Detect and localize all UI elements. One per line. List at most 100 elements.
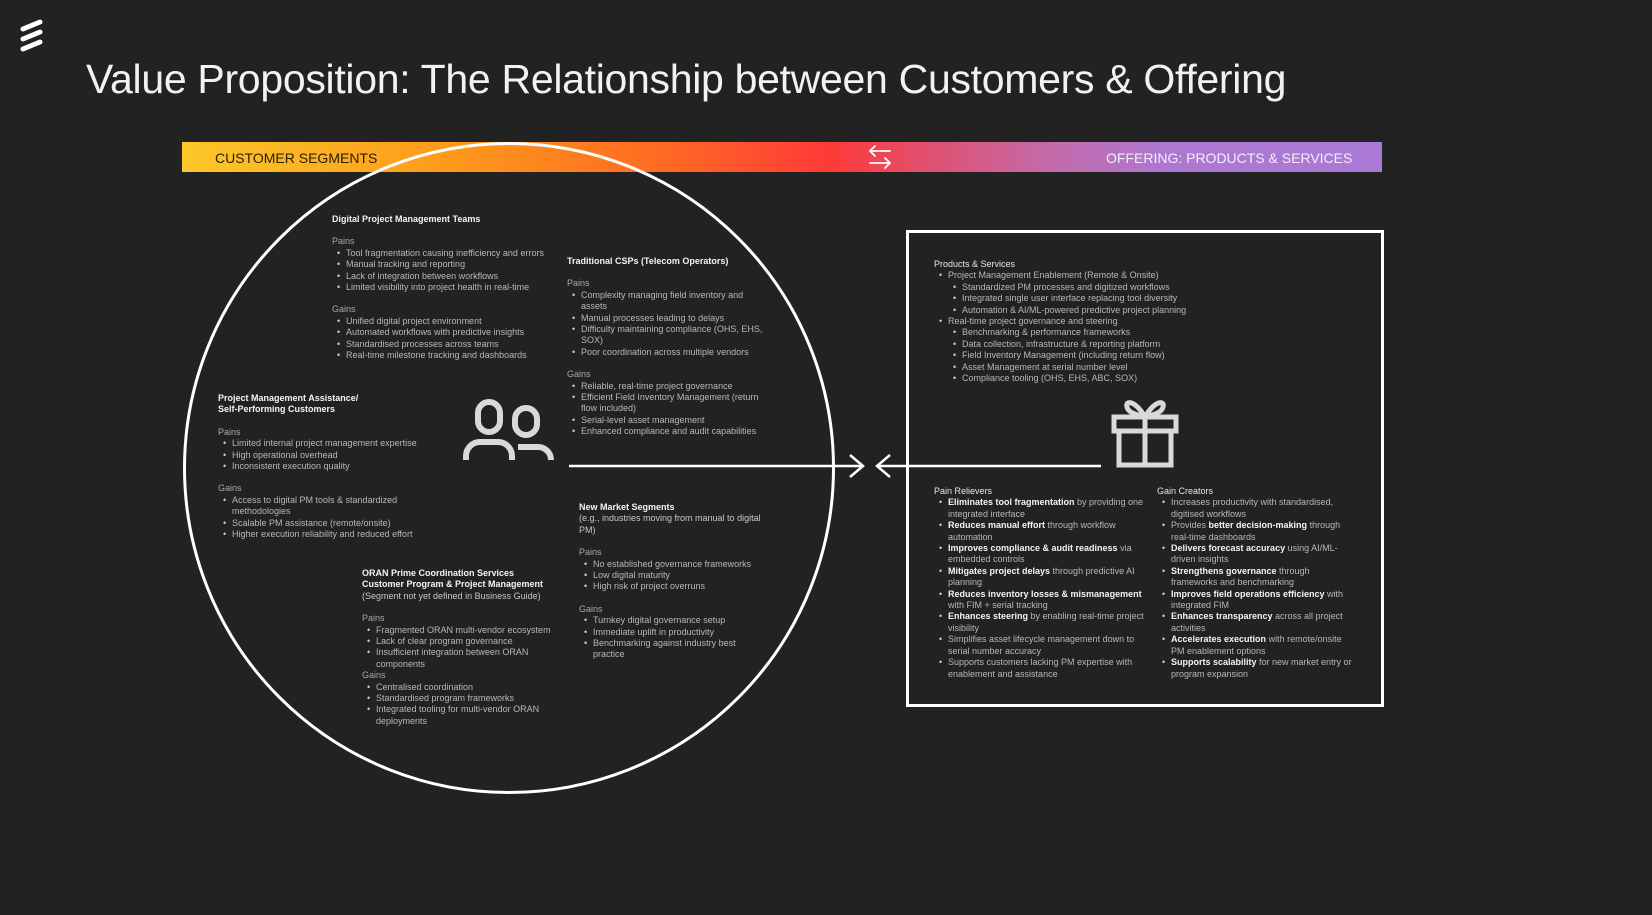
list-item: Tool fragmentation causing inefficiency … (337, 248, 572, 260)
section-label: Pains (579, 547, 602, 558)
list-item: Eliminates tool fragmentation by providi… (939, 497, 1146, 520)
list-item: Centralised coordination (367, 682, 554, 694)
list-item: No established governance frameworks (584, 559, 769, 571)
products-and-services: Products & ServicesProject Management En… (934, 259, 1204, 385)
item-emphasis: Supports scalability (1171, 657, 1257, 668)
item-text: by enabling real-time project visibility (948, 611, 1144, 633)
item-prefix: Provides (1171, 520, 1209, 531)
bullet-list: Project Management Enablement (Remote & … (934, 270, 1204, 384)
item-text: Supports customers lacking PM expertise … (948, 657, 1133, 679)
segment-digital-pm-teams: Digital Project Management Teams PainsToo… (332, 214, 572, 362)
offering-box (906, 230, 1384, 707)
section-label: Gain Creators (1157, 486, 1214, 496)
bullet-list: Access to digital PM tools & standardize… (218, 495, 423, 541)
list-item: Enhanced compliance and audit capabiliti… (572, 426, 767, 438)
customer-segments-label: CUSTOMER SEGMENTS (215, 150, 378, 166)
segment-subtitle: (e.g., industries moving from manual to … (579, 513, 761, 535)
segment-title: Digital Project Management Teams (332, 214, 481, 224)
bullet-list: Unified digital project environmentAutom… (332, 316, 572, 362)
page-title: Value Proposition: The Relationship betw… (86, 56, 1287, 102)
bullet-list: Tool fragmentation causing inefficiency … (332, 248, 572, 294)
item-text: Real-time project governance and steerin… (948, 316, 1118, 327)
gain-creators: Gain CreatorsIncreases productivity with… (1157, 486, 1353, 680)
section-label: Products & Services (934, 259, 1016, 269)
bullet-list: Reliable, real-time project governanceEf… (567, 381, 767, 438)
item-emphasis: Enhances steering (948, 611, 1029, 622)
list-item: Strengthens governance through framework… (1162, 566, 1353, 589)
item-text: via embedded controls (948, 543, 1132, 565)
item-text: with remote/onsite PM enablement options (1171, 634, 1342, 656)
item-text: Increases productivity with standardised… (1171, 497, 1334, 519)
list-item: Supports scalability for new market entr… (1162, 657, 1353, 680)
list-item: Reduces inventory losses & mismanagement… (939, 588, 1146, 612)
item-text: with integrated FIM (1171, 588, 1344, 611)
section-label: Pains (332, 236, 355, 247)
segment-title: Customer Program & Project Management (362, 579, 544, 590)
list-item: Standardized PM processes and digitized … (953, 282, 1204, 294)
people-icon (463, 399, 554, 461)
section-label: Pains (362, 613, 385, 624)
bullet-list: Complexity managing field inventory and … (567, 290, 767, 359)
list-item: Delivers forecast accuracy using AI/ML-d… (1162, 543, 1353, 566)
list-item: Mitigates project delays through predict… (939, 565, 1146, 589)
item-text: Simplifies asset lifecycle management do… (948, 634, 1135, 656)
item-emphasis: Improves field operations efficiency (1171, 588, 1325, 599)
list-item: Limited visibility into project health i… (337, 282, 572, 294)
swap-arrows-icon (869, 145, 891, 169)
item-emphasis: better decision-making (1208, 520, 1308, 531)
list-item: Lack of integration between workflows (337, 271, 572, 283)
bullet-list: Eliminates tool fragmentation by providi… (934, 497, 1146, 680)
list-item: Provides better decision-making through … (1162, 520, 1353, 543)
item-emphasis: Reduces inventory losses & mismanagement (948, 588, 1142, 599)
item-text: with FIM + serial tracking (948, 600, 1048, 611)
list-item: Benchmarking against industry best pract… (584, 638, 769, 661)
list-item: Enhances steering by enabling real-time … (939, 611, 1146, 634)
item-text: through predictive AI planning (948, 565, 1135, 588)
list-item: Reduces manual effort through workflow a… (939, 520, 1146, 543)
item-text: Project Management Enablement (Remote & … (948, 270, 1159, 281)
bullet-list: Centralised coordinationStandardised pro… (362, 682, 554, 728)
list-item: Increases productivity with standardised… (1162, 497, 1353, 520)
bullet-list: No established governance frameworksLow … (579, 559, 769, 594)
list-item: Enhances transparency across all project… (1162, 611, 1353, 634)
list-item: Asset Management at serial number level (953, 362, 1204, 374)
item-emphasis: Delivers forecast accuracy (1171, 543, 1286, 554)
gift-icon (1111, 400, 1179, 468)
list-item: Field Inventory Management (including re… (953, 350, 1204, 362)
ericsson-logo (20, 19, 43, 52)
list-item: Supports customers lacking PM expertise … (939, 657, 1146, 680)
list-item: Poor coordination across multiple vendor… (572, 347, 767, 359)
item-emphasis: Reduces manual effort (948, 520, 1046, 531)
list-item: Automation & AI/ML-powered predictive pr… (953, 305, 1204, 317)
item-text: for new market entry or program expansio… (1171, 657, 1352, 679)
bullet-list: Turnkey digital governance setupImmediat… (579, 615, 769, 661)
pain-relievers: Pain RelieversEliminates tool fragmentat… (934, 486, 1146, 680)
section-label: Gains (218, 483, 242, 494)
segment-oran-prime: ORAN Prime Coordination Services Customer… (362, 568, 554, 727)
section-label: Pain Relievers (934, 486, 993, 496)
list-item: Serial-level asset management (572, 415, 767, 427)
item-emphasis: Eliminates tool fragmentation (948, 497, 1075, 508)
list-item: Integrated single user interface replaci… (953, 293, 1204, 305)
arrow-head-left (875, 454, 891, 478)
list-item: Benchmarking & performance frameworks (953, 327, 1204, 339)
sub-bullet-list: Benchmarking & performance frameworksDat… (948, 327, 1204, 384)
list-item: Insufficient integration between ORAN co… (367, 647, 554, 670)
list-item: Improves field operations efficiency wit… (1162, 588, 1353, 612)
section-label: Gains (332, 304, 356, 315)
list-item: Higher execution reliability and reduced… (223, 529, 423, 541)
bullet-list: Limited internal project management expe… (218, 438, 423, 473)
list-item: Unified digital project environment (337, 316, 572, 328)
section-label: Gains (567, 369, 591, 380)
segment-title: New Market Segments (579, 502, 675, 512)
list-item: Integrated tooling for multi-vendor ORAN… (367, 704, 554, 727)
list-item: Accelerates execution with remote/onsite… (1162, 634, 1353, 657)
segment-title: Traditional CSPs (Telecom Operators) (567, 256, 729, 266)
list-item: Manual tracking and reporting (337, 259, 572, 271)
list-item: Data collection, infrastructure & report… (953, 339, 1204, 351)
item-emphasis: Improves compliance & audit readiness (948, 543, 1118, 554)
item-text: across all project activities (1171, 611, 1343, 633)
bullet-list: Fragmented ORAN multi-vendor ecosystemLa… (362, 625, 554, 671)
item-text: through real-time dashboards (1171, 520, 1341, 542)
list-item: Automated workflows with predictive insi… (337, 327, 572, 339)
